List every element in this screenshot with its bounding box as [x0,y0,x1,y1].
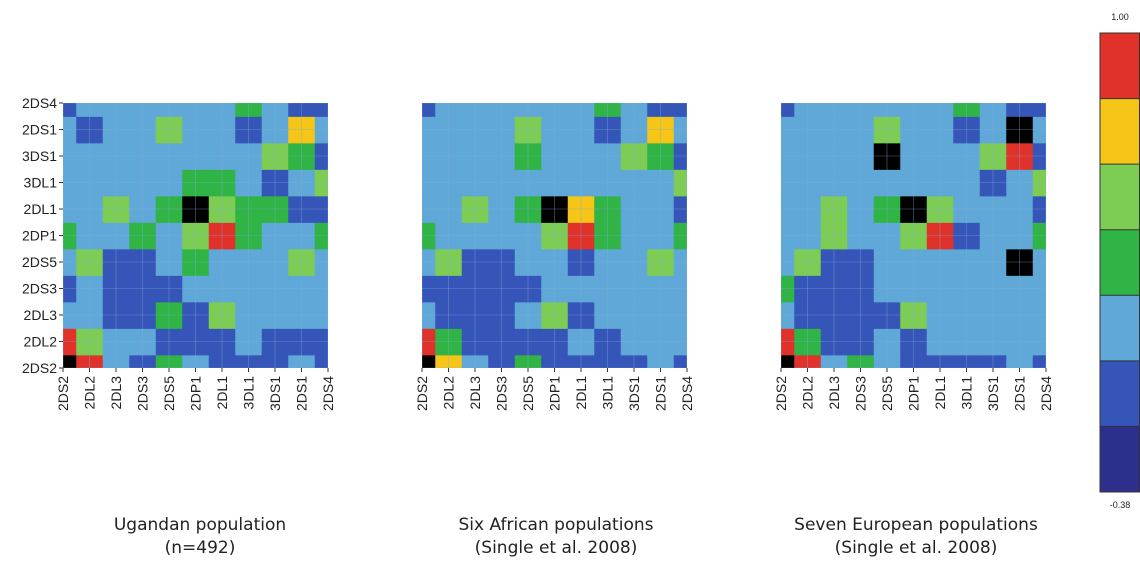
x-tick-label: 2DP1 [188,376,204,411]
heatmap-cell [673,103,687,117]
x-tick-label: 3DS1 [985,376,1001,411]
heatmap-cell [314,103,328,117]
heatmap-cell [63,103,77,117]
y-tick-label: 3DS1 [22,148,57,164]
y-tick-label: 2DS1 [22,122,57,138]
heatmap-cell [314,354,328,368]
panel-caption-ugandan: Ugandan population (n=492) [40,514,360,560]
x-tick-label: 2DS5 [520,376,536,411]
heatmap-cells [781,103,1046,368]
heatmap-cell [76,354,104,368]
x-tick-label: 2DS3 [853,376,869,411]
x-tick-label: 3DL1 [959,376,975,410]
x-tick-label: 3DS1 [626,376,642,411]
y-tick-label: 2DS5 [22,254,57,270]
x-tick-label: 2DL3 [108,376,124,410]
x-tick-label: 2DS1 [653,376,669,411]
x-tick-label: 3DL1 [600,376,616,410]
heatmap-cell [102,103,130,117]
heatmap-panel-0: 2DS2 2DL2 2DL3 2DS3 2DS5 2DP1 2DL1 3DL1 3DS1 2DS1… [22,95,336,411]
panel-caption-african: Six African populations (Single et al. 2… [396,514,716,560]
heatmap-cell [422,103,436,117]
caption-line-2: (n=492) [164,538,236,558]
x-tick-label: 2DL2 [800,376,816,410]
caption-line-2: (Single et al. 2008) [834,538,998,558]
x-tick-label: 2DS2 [55,376,71,411]
colorbar-max-label: 1.00 [1111,12,1129,22]
x-tick-label: 2DS4 [1038,376,1054,411]
colorbar-swatch [1100,360,1140,427]
heatmap-cell [1032,103,1046,117]
x-tick-label: 2DP1 [547,376,563,411]
colorbar-swatch [1100,33,1140,100]
x-tick-label: 2DS2 [414,376,430,411]
colorbar-swatch [1100,295,1140,362]
heatmap-cells [422,103,687,368]
x-tick-label: 2DS3 [494,376,510,411]
colorbar: 1.00 -0.38 [1099,12,1140,510]
x-tick-label: 2DL3 [467,376,483,410]
x-tick-label: 2DL1 [932,376,948,410]
colorbar-swatch [1100,164,1140,231]
colorbar-min-label: -0.38 [1110,500,1131,510]
heatmap-cells [63,103,328,368]
y-tick-label: 2DS3 [22,281,57,297]
y-tick-label: 2DS4 [22,95,57,111]
x-tick-label: 2DS3 [135,376,151,411]
heatmap-cell [102,354,130,368]
x-tick-label: 2DS1 [1012,376,1028,411]
x-tick-label: 2DL3 [826,376,842,410]
heatmap-panel-2: 2DS2 2DL2 2DL3 2DS3 2DS5 2DP1 2DL1 3DL1 3DS1 2DS1… [773,103,1054,411]
x-tick-label: 2DL1 [214,376,230,410]
colorbar-swatch [1100,98,1140,165]
caption-line-1: Seven European populations [794,515,1038,535]
x-tick-label: 3DS1 [267,376,283,411]
caption-line-2: (Single et al. 2008) [474,538,638,558]
colorbar-swatch [1100,229,1140,296]
x-tick-label: 2DP1 [906,376,922,411]
x-tick-label: 2DS5 [161,376,177,411]
colorbar-swatch [1100,426,1140,493]
heatmap-cell [1032,354,1046,368]
heatmap-cell [673,354,687,368]
y-tick-label: 3DL1 [24,175,58,191]
caption-line-1: Ugandan population [113,515,287,535]
x-tick-label: 2DS4 [679,376,695,411]
x-tick-label: 2DS1 [294,376,310,411]
y-tick-label: 2DL2 [24,334,58,350]
x-tick-label: 2DS4 [320,376,336,411]
x-tick-label: 2DL2 [82,376,98,410]
heatmap-cell [422,354,436,368]
y-tick-label: 2DL1 [24,201,58,217]
x-tick-label: 2DL2 [441,376,457,410]
x-tick-label: 2DS5 [879,376,895,411]
x-tick-label: 2DS2 [773,376,789,411]
x-tick-label: 2DL1 [573,376,589,410]
heatmap-cell [781,103,795,117]
heatmap-cell [781,354,795,368]
y-tick-label: 2DL3 [24,307,58,323]
y-tick-label: 2DP1 [22,228,57,244]
heatmap-panel-1: 2DS2 2DL2 2DL3 2DS3 2DS5 2DP1 2DL1 3DL1 3DS1 2DS1… [414,103,695,411]
caption-line-1: Six African populations [458,515,654,535]
y-tick-label: 2DS2 [22,360,57,376]
panel-caption-european: Seven European populations (Single et al… [756,514,1076,560]
heatmap-cell [76,103,104,117]
heatmap-cell [63,354,77,368]
x-tick-label: 3DL1 [241,376,257,410]
